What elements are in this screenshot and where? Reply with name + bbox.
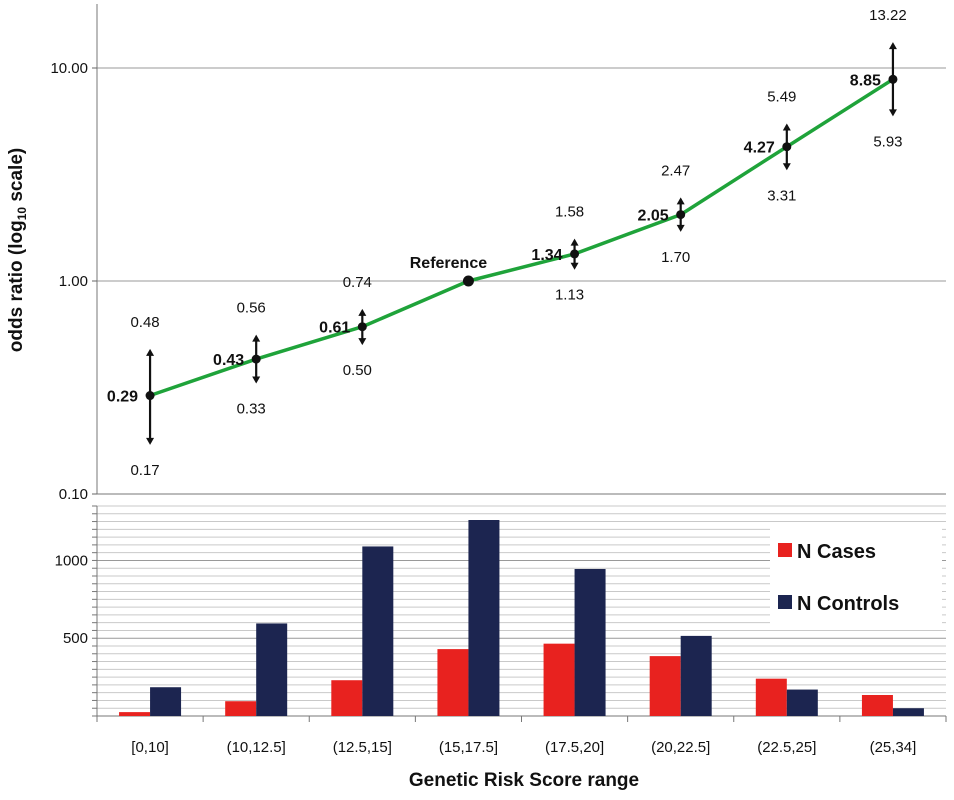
x-category-label: (17.5,20]	[545, 739, 604, 756]
data-point	[676, 210, 686, 220]
error-bar-lower-arrow	[358, 338, 367, 346]
bar-cases	[331, 680, 363, 716]
lower-ci-label: 3.31	[767, 187, 796, 204]
x-category-label: (25,34]	[870, 739, 917, 756]
data-point	[251, 354, 261, 364]
bars	[119, 520, 924, 716]
error-bar-upper-arrow	[782, 123, 791, 131]
legend-swatch	[778, 543, 792, 557]
legend-swatch	[778, 595, 792, 609]
error-bar-lower-arrow	[252, 376, 261, 384]
y-axis-title: odds ratio (log10 scale)	[6, 148, 29, 352]
x-category-labels: [0,10] (10,12.5] (12.5,15] (15,17.5] (17.5,2…	[131, 739, 916, 756]
bar-controls	[150, 687, 182, 716]
bar-controls	[256, 623, 288, 716]
upper-ci-label: 0.48	[130, 314, 159, 331]
top-gridlines	[97, 67, 946, 282]
bar-controls	[786, 689, 818, 716]
upper-ci-label: 13.22	[869, 7, 907, 24]
bottom-y-ticks: 500 1000	[55, 505, 97, 717]
error-bar-upper-arrow	[252, 334, 261, 342]
upper-ci-label: 1.58	[555, 204, 584, 221]
bar-controls	[680, 635, 712, 716]
bar-controls	[574, 569, 606, 716]
error-bar-upper-arrow	[676, 197, 685, 205]
bar-controls	[468, 520, 500, 716]
x-category-label: (15,17.5]	[439, 739, 498, 756]
error-bar-upper-arrow	[570, 238, 579, 246]
value-label: 4.27	[744, 140, 775, 157]
legend: N Cases N Controls	[770, 528, 942, 630]
lower-ci-label: 1.70	[661, 249, 690, 266]
upper-ci-label: 2.47	[661, 162, 690, 179]
bar-cases	[437, 649, 469, 716]
bar-cases	[649, 656, 681, 716]
x-category-label: (20,22.5]	[651, 739, 710, 756]
x-axis-title: Genetic Risk Score range	[409, 770, 639, 791]
lower-ci-label: 5.93	[873, 133, 902, 150]
lower-ci-label: 0.33	[237, 401, 266, 418]
error-bar-lower-arrow	[782, 163, 791, 171]
legend-label: N Controls	[797, 593, 899, 615]
bar-cases	[119, 712, 151, 716]
data-point	[357, 322, 367, 332]
y-tick-label: 10.00	[50, 60, 88, 77]
error-bar-upper-arrow	[358, 308, 367, 316]
bar-cases	[755, 678, 787, 716]
odds-ratio-line	[149, 77, 894, 398]
error-bar-lower-arrow	[570, 262, 579, 270]
value-label: 0.29	[107, 389, 138, 406]
value-label: 8.85	[850, 72, 881, 89]
bar-cases	[225, 701, 257, 716]
upper-ci-label: 0.74	[343, 274, 372, 291]
data-point	[145, 391, 155, 401]
y-tick-label: 500	[63, 630, 88, 647]
x-category-label: (12.5,15]	[333, 739, 392, 756]
point-labels: 0.29 0.48 0.17 0.43 0.56 0.33 0.61 0.74 0.50 Refe…	[107, 7, 907, 479]
value-label: 0.61	[319, 320, 350, 337]
bar-controls	[362, 546, 394, 716]
value-label: 2.05	[638, 208, 669, 225]
y-tick-label: 1000	[55, 552, 88, 569]
error-bar-upper-arrow	[146, 348, 155, 356]
lower-ci-label: 0.17	[130, 462, 159, 479]
bar-cases	[861, 695, 893, 716]
odds-ratio-line-path	[149, 77, 894, 398]
legend-box	[770, 528, 942, 630]
data-point	[570, 249, 580, 259]
top-y-ticks: 0.10 1.00 10.00	[50, 60, 97, 503]
lower-ci-label: 1.13	[555, 287, 584, 304]
error-bar-lower-arrow	[146, 437, 155, 445]
value-label: 1.34	[531, 247, 562, 264]
bar-controls	[892, 708, 924, 716]
error-bar-lower-arrow	[888, 109, 897, 117]
error-bar-lower-arrow	[676, 224, 685, 232]
data-point	[782, 142, 792, 152]
upper-ci-label: 5.49	[767, 88, 796, 105]
lower-ci-label: 0.50	[343, 362, 372, 379]
upper-ci-label: 0.56	[237, 300, 266, 317]
data-point	[888, 74, 898, 84]
bar-cases	[543, 643, 575, 716]
reference-label: Reference	[410, 255, 487, 272]
x-category-label: [0,10]	[131, 739, 169, 756]
y-tick-label: 1.00	[59, 273, 88, 290]
reference-point	[462, 275, 474, 287]
points	[145, 74, 898, 401]
error-bar-upper-arrow	[888, 42, 897, 50]
y-tick-label: 0.10	[59, 486, 88, 503]
x-category-label: (22.5,25]	[757, 739, 816, 756]
x-category-label: (10,12.5]	[227, 739, 286, 756]
value-label: 0.43	[213, 352, 244, 369]
legend-label: N Cases	[797, 541, 876, 563]
